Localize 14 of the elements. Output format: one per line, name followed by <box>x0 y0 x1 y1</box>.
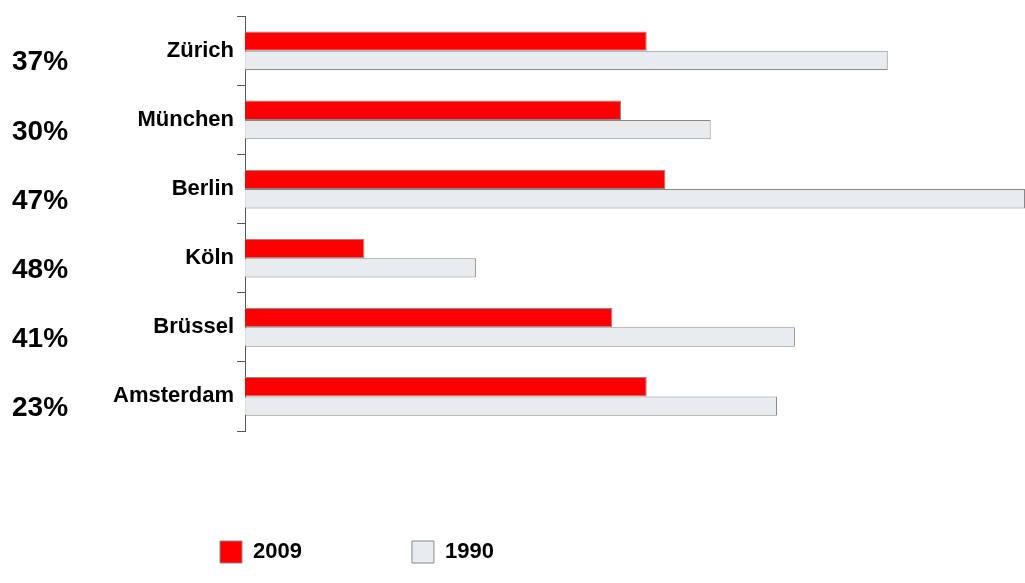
legend-label: 1990 <box>444 538 494 564</box>
text: 41% <box>12 322 69 354</box>
y-tick-label: Brüssel <box>153 313 235 339</box>
legend-label: 2009 <box>253 538 302 564</box>
text: 47% <box>12 183 69 215</box>
y-tick-label: Amsterdam <box>113 382 235 408</box>
y-tick-label: Köln <box>185 244 235 270</box>
y-tick-label: Zürich <box>166 36 235 62</box>
text: 37% <box>12 45 69 77</box>
text: 23% <box>12 391 69 423</box>
y-tick-label: München <box>137 105 235 131</box>
y-tick-label: Berlin <box>171 175 235 201</box>
text: 48% <box>12 252 69 284</box>
text: 30% <box>12 114 69 146</box>
